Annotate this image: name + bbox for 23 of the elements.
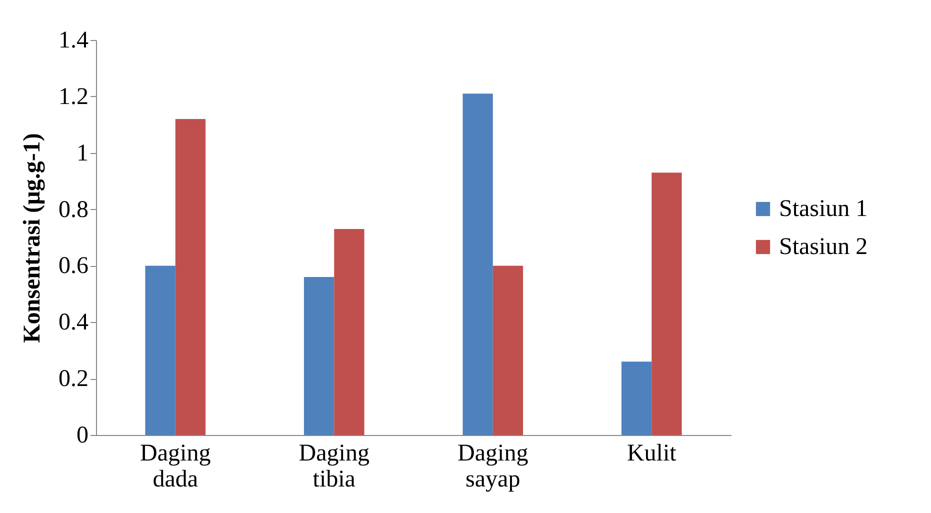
bar	[175, 119, 206, 435]
bar	[621, 362, 652, 435]
bar	[492, 266, 524, 435]
x-tick-label: Daging dada	[140, 440, 211, 492]
bar	[462, 94, 493, 435]
y-tick-label: 1.2	[58, 84, 88, 110]
y-axis-title: Konsentrasi (µg.g-1)	[20, 133, 46, 343]
legend-label: Stasiun 1	[779, 196, 868, 222]
y-tick-label: 0.2	[58, 366, 88, 392]
bar	[334, 229, 364, 435]
bar	[145, 266, 176, 435]
y-tick-label: 1.4	[58, 28, 88, 54]
x-tick-label: Daging tibia	[298, 440, 370, 492]
x-tick-label: Kulit	[626, 440, 677, 466]
legend-label: Stasiun 2	[779, 234, 868, 260]
y-tick-label: 0.8	[58, 196, 88, 223]
y-tick-label: 0	[76, 422, 88, 448]
y-tick-label: 1	[76, 140, 88, 166]
y-tick-label: 0.6	[58, 253, 88, 280]
y-tick-label: 0.4	[58, 310, 88, 336]
x-tick-label: Daging sayap	[458, 440, 528, 492]
bar	[304, 277, 334, 435]
bar	[652, 172, 682, 435]
